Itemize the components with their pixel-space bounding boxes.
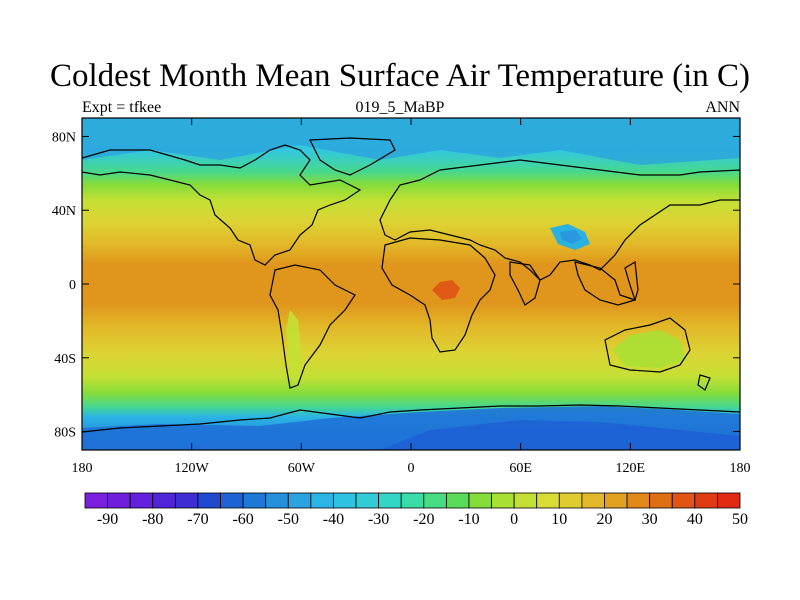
colorbar-label: -30 xyxy=(368,511,389,528)
colorbar-label: 50 xyxy=(732,511,748,528)
colorbar-label: -60 xyxy=(232,511,253,528)
lat-label: 80S xyxy=(54,426,76,441)
lon-label: 0 xyxy=(408,461,415,476)
experiment-label: Expt = tfkee xyxy=(82,99,162,116)
africa-outline xyxy=(381,237,496,353)
lon-label: 60W xyxy=(288,461,316,476)
colorbar-swatch xyxy=(649,492,673,509)
colorbar-swatch xyxy=(717,492,741,509)
colorbar-swatch xyxy=(355,492,380,509)
africa-warm-spot xyxy=(432,280,460,300)
lon-label: 120E xyxy=(616,461,646,476)
eurasia-outline xyxy=(379,159,740,281)
colorbar-swatch xyxy=(626,492,651,509)
colorbar-swatch xyxy=(558,492,583,509)
tibet-core xyxy=(560,230,582,244)
map-title: Coldest Month Mean Surface Air Temperatu… xyxy=(50,58,750,94)
colorbar-label: 40 xyxy=(687,511,703,528)
southeast-asia-outline xyxy=(574,261,639,306)
lon-label: 180 xyxy=(730,461,751,476)
colorbar-swatch xyxy=(604,492,628,509)
colorbar-swatch xyxy=(581,492,605,509)
colorbar-label: 20 xyxy=(596,511,612,528)
longitude-axis: 180 120W 60W 0 60E 120E 180 xyxy=(72,118,751,476)
latitude-axis: 80N 40N 0 40S 80S xyxy=(52,130,740,441)
south-america-outline xyxy=(269,264,356,389)
continent-outlines xyxy=(82,137,740,433)
colorbar-swatch xyxy=(197,492,221,509)
antarctica-outline xyxy=(82,404,740,433)
colorbar-swatch xyxy=(152,492,176,509)
temperature-field xyxy=(82,118,740,450)
colorbar-swatch xyxy=(265,492,289,509)
lon-label: 120W xyxy=(175,461,210,476)
lon-label: 180 xyxy=(72,461,93,476)
lat-label: 80N xyxy=(52,130,76,145)
australia-cool-region xyxy=(612,330,686,368)
colorbar-swatch xyxy=(536,492,560,509)
australia-outline xyxy=(604,317,691,373)
colorbar-swatch xyxy=(287,492,312,509)
north-america-outline xyxy=(82,144,362,266)
colorbar-label: -50 xyxy=(278,511,299,528)
greenland-outline xyxy=(309,137,396,176)
colorbar-swatch xyxy=(400,492,425,509)
period-label: 019_5_MaBP xyxy=(355,99,445,116)
colorbar-label: -70 xyxy=(187,511,208,528)
colorbar-swatch xyxy=(445,492,470,509)
colorbar-swatch xyxy=(107,492,131,509)
colorbar-swatch xyxy=(491,492,515,509)
colorbar-label: 10 xyxy=(551,511,567,528)
lat-label: 40N xyxy=(52,204,76,219)
colorbar-label: 0 xyxy=(510,511,518,528)
colorbar-swatch xyxy=(174,492,199,509)
lon-label: 60E xyxy=(509,461,532,476)
arctic-cold-region xyxy=(82,118,740,165)
lat-label: 0 xyxy=(69,278,76,293)
colorbar-swatch xyxy=(694,492,718,509)
colorbar-label: -90 xyxy=(97,511,118,528)
colorbar-label: -10 xyxy=(458,511,479,528)
colorbar-swatch xyxy=(84,492,108,509)
colorbar-swatch xyxy=(513,492,538,509)
andes-cool-strip xyxy=(286,310,302,385)
colorbar-swatch xyxy=(468,492,492,509)
colorbar: -90 -80 -70 -60 -50 -40 -30 -20 -10 0 10 20 30 40 50 xyxy=(84,492,748,528)
colorbar-swatch xyxy=(310,492,334,509)
new-zealand-outline xyxy=(697,374,711,391)
colorbar-swatch xyxy=(220,492,244,509)
colorbar-label: 30 xyxy=(642,511,658,528)
colorbar-swatch xyxy=(423,492,447,509)
colorbar-swatch xyxy=(129,492,154,509)
antarctic-interior xyxy=(380,420,740,450)
colorbar-label: -80 xyxy=(142,511,163,528)
india-outline xyxy=(509,261,541,306)
colorbar-label: -20 xyxy=(413,511,434,528)
colorbar-swatch xyxy=(671,492,696,509)
colorbar-swatch xyxy=(333,492,357,509)
plot-area xyxy=(82,118,740,450)
colorbar-label: -40 xyxy=(323,511,344,528)
colorbar-swatch xyxy=(378,492,402,509)
lat-label: 40S xyxy=(54,352,76,367)
colorbar-swatch xyxy=(242,492,267,509)
season-label: ANN xyxy=(705,99,740,116)
